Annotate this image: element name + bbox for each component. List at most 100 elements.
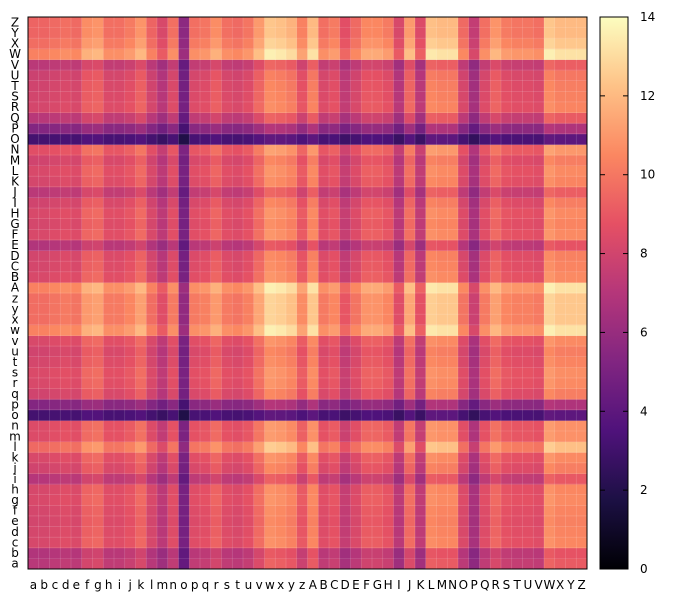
heatmap-cell [339, 218, 351, 230]
heatmap-cell [275, 377, 287, 389]
heatmap-cell [221, 70, 233, 82]
heatmap-cell [393, 176, 405, 188]
heatmap-cell [71, 484, 83, 496]
heatmap-cell [372, 229, 384, 241]
heatmap-cell [49, 441, 61, 453]
heatmap-cell [210, 409, 222, 421]
heatmap-cell [522, 27, 534, 39]
heatmap-cell [522, 144, 534, 156]
heatmap-cell [275, 452, 287, 464]
heatmap-cell [49, 261, 61, 273]
heatmap-cell [28, 144, 40, 156]
heatmap-cell [361, 441, 373, 453]
heatmap-cell [404, 314, 416, 326]
heatmap-cell [38, 80, 50, 92]
heatmap-cell [103, 165, 115, 177]
heatmap-cell [339, 91, 351, 103]
heatmap-cell [329, 17, 341, 29]
heatmap-cell [38, 218, 50, 230]
heatmap-cell [71, 101, 83, 113]
heatmap-cell [71, 526, 83, 538]
heatmap-cell [81, 409, 93, 421]
heatmap-cell [425, 431, 437, 443]
heatmap-cell [318, 526, 330, 538]
heatmap-cell [210, 155, 222, 167]
heatmap-cell [275, 59, 287, 71]
heatmap-cell [264, 282, 276, 294]
heatmap-cell [372, 452, 384, 464]
heatmap-cell [286, 335, 298, 347]
heatmap-cell [189, 473, 201, 485]
heatmap-cell [329, 59, 341, 71]
heatmap-cell [81, 48, 93, 60]
heatmap-cell [71, 208, 83, 220]
heatmap-cell [210, 494, 222, 506]
heatmap-cell [490, 80, 502, 92]
heatmap-cell [533, 38, 545, 50]
heatmap-cell [49, 473, 61, 485]
heatmap-cell [415, 314, 427, 326]
heatmap-cell [576, 48, 588, 60]
heatmap-cell [60, 494, 72, 506]
heatmap-cell [157, 229, 169, 241]
heatmap-cell [243, 80, 255, 92]
heatmap-cell [28, 399, 40, 411]
heatmap-cell [296, 346, 308, 358]
heatmap-cell [92, 356, 104, 368]
heatmap-cell [544, 356, 556, 368]
heatmap-cell [318, 420, 330, 432]
heatmap-cell [307, 70, 319, 82]
heatmap-cell [243, 420, 255, 432]
heatmap-cell [393, 133, 405, 145]
heatmap-cell [275, 473, 287, 485]
heatmap-cell [178, 144, 190, 156]
heatmap-cell [329, 123, 341, 135]
heatmap-cell [458, 27, 470, 39]
heatmap-cell [167, 197, 179, 209]
heatmap-cell [28, 208, 40, 220]
heatmap-cell [114, 537, 126, 549]
heatmap-cell [221, 123, 233, 135]
heatmap-cell [221, 197, 233, 209]
heatmap-cell [490, 70, 502, 82]
heatmap-cell [415, 165, 427, 177]
heatmap-cell [28, 505, 40, 517]
heatmap-cell [511, 473, 523, 485]
heatmap-cell [479, 101, 491, 113]
heatmap-cell [350, 324, 362, 336]
heatmap-cell [425, 494, 437, 506]
heatmap-cell [350, 144, 362, 156]
heatmap-cell [425, 229, 437, 241]
heatmap-cell [38, 484, 50, 496]
heatmap-cell [253, 101, 265, 113]
heatmap-cell [157, 112, 169, 124]
heatmap-cell [157, 356, 169, 368]
heatmap-cell [372, 27, 384, 39]
heatmap-cell [167, 112, 179, 124]
heatmap-cell [307, 526, 319, 538]
heatmap-cell [81, 293, 93, 305]
heatmap-cell [200, 293, 212, 305]
heatmap-cell [533, 186, 545, 198]
heatmap-cell [275, 218, 287, 230]
heatmap-cell [264, 239, 276, 251]
heatmap-cell [576, 101, 588, 113]
heatmap-cell [210, 473, 222, 485]
heatmap-cell [436, 420, 448, 432]
heatmap-cell [60, 48, 72, 60]
heatmap-cell [576, 155, 588, 167]
heatmap-cell [501, 17, 513, 29]
heatmap-cell [157, 123, 169, 135]
heatmap-cell [243, 314, 255, 326]
heatmap-cell [38, 399, 50, 411]
heatmap-cell [501, 250, 513, 262]
heatmap-cell [339, 314, 351, 326]
heatmap-cell [124, 547, 136, 559]
heatmap-cell [425, 346, 437, 358]
heatmap-cell [318, 218, 330, 230]
heatmap-cell [146, 388, 158, 400]
heatmap-cell [232, 441, 244, 453]
heatmap-cell [178, 367, 190, 379]
heatmap-cell [167, 17, 179, 29]
heatmap-cell [210, 505, 222, 517]
